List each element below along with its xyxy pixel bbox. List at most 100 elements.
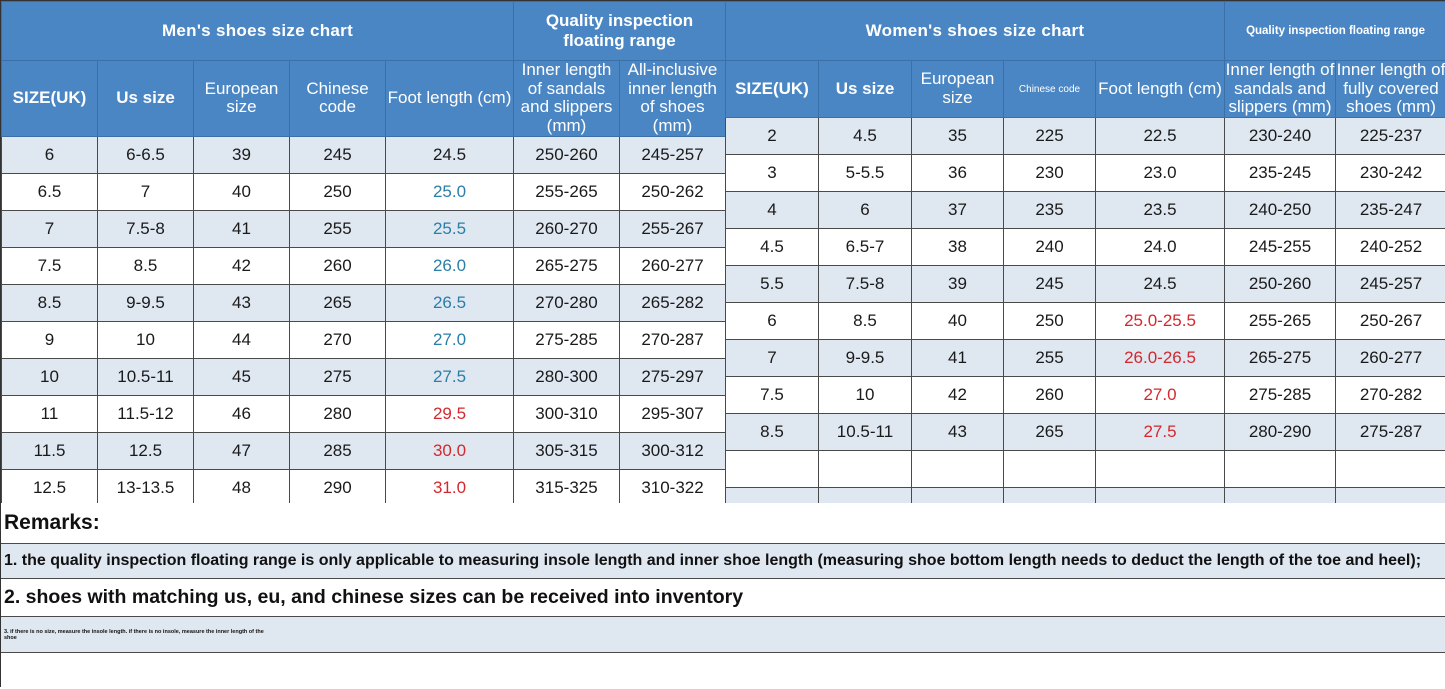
remarks-title: Remarks:: [1, 503, 1445, 543]
women-size-table: Women's shoes size chart Quality inspect…: [725, 1, 1445, 525]
men-cell: 26.5: [386, 284, 514, 321]
men-cell: 285: [290, 432, 386, 469]
women-cell: 235: [1004, 192, 1096, 229]
women-cell: 36: [912, 155, 1004, 192]
men-cell: 7.5-8: [98, 210, 194, 247]
women-quality-range-label: Quality inspection floating range: [1225, 2, 1445, 61]
women-cell: 37: [912, 192, 1004, 229]
men-cell: 310-322: [620, 469, 726, 506]
men-header-row: SIZE(UK) Us size European size Chinese c…: [2, 61, 726, 137]
women-cell: 265: [1004, 414, 1096, 451]
men-cell: 250: [290, 173, 386, 210]
men-cell: 260: [290, 247, 386, 284]
women-cell: 275-287: [1336, 414, 1445, 451]
men-cell: 12.5: [2, 469, 98, 506]
men-cell: 42: [194, 247, 290, 284]
men-cell: 46: [194, 395, 290, 432]
women-cell: [1336, 451, 1445, 488]
men-cell: 265: [290, 284, 386, 321]
women-cell: 240-250: [1225, 192, 1336, 229]
men-size-table: Men's shoes size chart Quality inspectio…: [1, 1, 726, 544]
men-cell: 44: [194, 321, 290, 358]
men-cell: 27.5: [386, 358, 514, 395]
women-cell: 245-257: [1336, 266, 1445, 303]
women-cell: 39: [912, 266, 1004, 303]
men-cell: 265-282: [620, 284, 726, 321]
women-cell: 4.5: [726, 229, 819, 266]
men-cell: 10.5-11: [98, 358, 194, 395]
men-cell: 13-13.5: [98, 469, 194, 506]
men-cell: 7: [98, 173, 194, 210]
men-cell: 47: [194, 432, 290, 469]
men-cell: 255: [290, 210, 386, 247]
women-cell: 42: [912, 377, 1004, 414]
men-cell: 275: [290, 358, 386, 395]
men-cell: 27.0: [386, 321, 514, 358]
women-cell: 10: [819, 377, 912, 414]
women-cell: 275-285: [1225, 377, 1336, 414]
women-cell: 41: [912, 340, 1004, 377]
men-cell: 43: [194, 284, 290, 321]
men-col-european-size: European size: [194, 61, 290, 137]
men-cell: 270: [290, 321, 386, 358]
women-col-foot-length: Foot length (cm): [1096, 61, 1225, 118]
men-cell: 260-277: [620, 247, 726, 284]
women-cell: 35: [912, 118, 1004, 155]
women-cell: 26.0-26.5: [1096, 340, 1225, 377]
women-cell: 240: [1004, 229, 1096, 266]
men-cell: 275-297: [620, 358, 726, 395]
men-cell: 260-270: [514, 210, 620, 247]
men-cell: 40: [194, 173, 290, 210]
men-cell: 6: [2, 136, 98, 173]
women-cell: 250-267: [1336, 303, 1445, 340]
women-cell: 27.0: [1096, 377, 1225, 414]
men-cell: 305-315: [514, 432, 620, 469]
men-col-size-uk: SIZE(UK): [2, 61, 98, 137]
men-cell: 24.5: [386, 136, 514, 173]
men-col-chinese-code: Chinese code: [290, 61, 386, 137]
men-cell: 45: [194, 358, 290, 395]
women-cell: 27.5: [1096, 414, 1225, 451]
women-cell: 5-5.5: [819, 155, 912, 192]
men-col-shoe-inner-length: All-inclusive inner length of shoes (mm): [620, 61, 726, 137]
women-cell: 22.5: [1096, 118, 1225, 155]
men-cell: 280: [290, 395, 386, 432]
women-cell: 235-245: [1225, 155, 1336, 192]
women-col-european-size: European size: [912, 61, 1004, 118]
men-cell: 25.0: [386, 173, 514, 210]
men-cell: 255-267: [620, 210, 726, 247]
remark-line-2: 2. shoes with matching us, eu, and chine…: [1, 579, 1445, 617]
women-cell: 255: [1004, 340, 1096, 377]
women-cell: [1225, 451, 1336, 488]
men-cell: 300-310: [514, 395, 620, 432]
women-cell: 3: [726, 155, 819, 192]
men-cell: 8.5: [2, 284, 98, 321]
women-cell: 225: [1004, 118, 1096, 155]
women-cell: 280-290: [1225, 414, 1336, 451]
men-cell: 41: [194, 210, 290, 247]
men-cell: 255-265: [514, 173, 620, 210]
women-cell: [819, 451, 912, 488]
men-cell: 11.5-12: [98, 395, 194, 432]
women-title-row: Women's shoes size chart Quality inspect…: [726, 2, 1445, 61]
men-cell: 250-260: [514, 136, 620, 173]
women-cell: 2: [726, 118, 819, 155]
men-cell: 275-285: [514, 321, 620, 358]
men-cell: 11: [2, 395, 98, 432]
women-cell: 240-252: [1336, 229, 1445, 266]
men-cell: 315-325: [514, 469, 620, 506]
women-chart-title: Women's shoes size chart: [726, 2, 1225, 61]
men-cell: 7.5: [2, 247, 98, 284]
men-cell: 9-9.5: [98, 284, 194, 321]
men-cell: 295-307: [620, 395, 726, 432]
